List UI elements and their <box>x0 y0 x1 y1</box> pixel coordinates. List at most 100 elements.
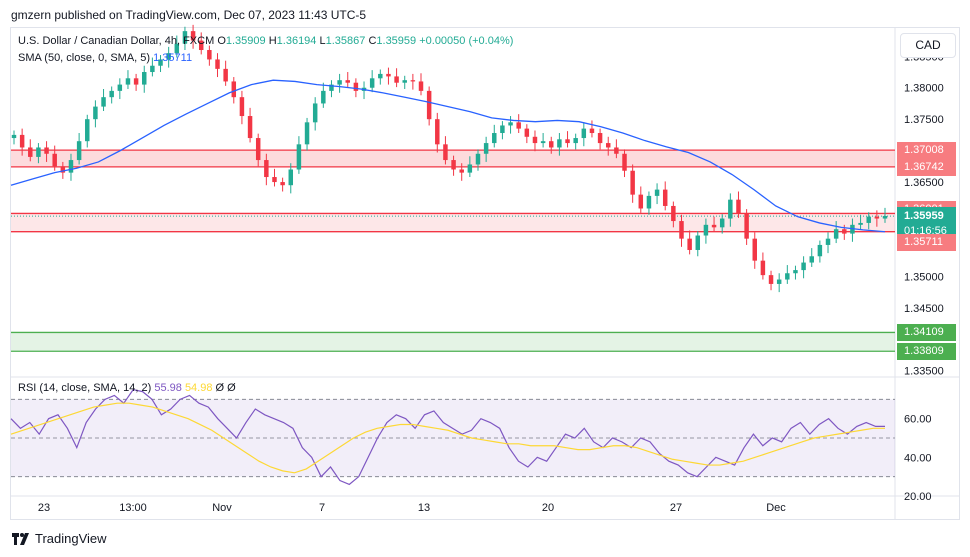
candle-body <box>304 122 310 145</box>
rsi-extra-1: Ø <box>215 382 225 394</box>
candle-body <box>435 119 440 145</box>
candle-body <box>239 97 245 117</box>
candle-body <box>679 221 684 239</box>
rsi-extra-2: Ø <box>227 382 236 394</box>
candle-body <box>638 194 644 209</box>
candle-body <box>255 138 261 161</box>
low-value: 1.35867 <box>325 35 366 47</box>
candle-body <box>646 195 652 209</box>
candle-body <box>768 275 774 284</box>
rsi-tick-label: 60.00 <box>904 414 932 426</box>
candle-body <box>752 238 757 261</box>
candle-body <box>662 189 668 206</box>
candle-body <box>809 256 814 263</box>
tradingview-icon <box>12 532 29 545</box>
candle-body <box>858 222 863 225</box>
sma-line <box>10 79 886 233</box>
candle-body <box>52 153 57 167</box>
candle-body <box>36 147 41 157</box>
tradingview-wordmark: TradingView <box>35 531 107 546</box>
candle-body <box>483 143 489 154</box>
candle-body <box>524 128 530 137</box>
candle-body <box>882 216 888 219</box>
candle-body <box>198 40 204 51</box>
candle-body <box>386 73 391 77</box>
candle-body <box>622 153 627 171</box>
candle-body <box>426 90 432 120</box>
sma-legend: SMA (50, close, 0, SMA, 5) 1.35711 <box>18 52 192 64</box>
candle-body <box>190 31 196 41</box>
candle-body <box>793 270 798 274</box>
sma-label: SMA (50, close, 0, SMA, 5) <box>18 52 151 64</box>
open-value: 1.35909 <box>225 35 266 47</box>
candle-body <box>207 50 212 60</box>
time-tick-label: Dec <box>766 502 786 514</box>
price-tick-label: 1.35000 <box>904 271 944 283</box>
price-legend: U.S. Dollar / Canadian Dollar, 4h, FXCM … <box>18 35 513 47</box>
candle-body <box>654 189 660 196</box>
candle-body <box>833 229 839 239</box>
open-label: O <box>217 35 226 47</box>
candle-body <box>247 116 253 139</box>
candle-body <box>801 262 806 271</box>
tradingview-logo[interactable]: TradingView <box>12 531 107 546</box>
candle-body <box>500 125 505 134</box>
candle-body <box>744 213 749 239</box>
candle-body <box>68 160 74 173</box>
current-price-value: 1.35959 <box>904 210 944 223</box>
candle-body <box>182 31 188 44</box>
candle-body <box>231 81 237 98</box>
candle-body <box>272 177 277 183</box>
zone-support <box>11 332 895 352</box>
candle-body <box>825 238 831 245</box>
currency-selector[interactable]: CAD <box>900 33 956 58</box>
candle-body <box>44 147 49 154</box>
candle-body <box>451 160 456 170</box>
candle-body <box>532 136 538 144</box>
candle-body <box>467 164 473 173</box>
candle-body <box>410 80 416 82</box>
candle-body <box>418 81 424 91</box>
candle-body <box>11 134 17 139</box>
candle-body <box>874 216 880 219</box>
rsi-line <box>10 388 885 486</box>
sma-value: 1.35711 <box>153 52 193 64</box>
change-value: +0.00050 (+0.04%) <box>419 35 514 47</box>
candle-body <box>109 90 114 98</box>
candle-body <box>19 134 25 148</box>
candle-body <box>312 103 318 123</box>
candle-body <box>549 141 554 148</box>
candle-body <box>581 128 587 139</box>
candle-body <box>93 106 98 120</box>
candle-body <box>614 147 619 154</box>
candle-body <box>60 166 66 173</box>
zone-price-tag: 1.37008 <box>897 142 956 160</box>
zone-price-tag: 1.34109 <box>897 324 956 342</box>
candle-body <box>597 133 603 144</box>
time-tick-label: 23 <box>38 502 50 514</box>
candle-body <box>402 80 407 83</box>
candle-body <box>76 141 82 161</box>
candle-body <box>776 279 782 284</box>
candle-body <box>475 153 481 165</box>
candle-body <box>703 224 709 236</box>
rsi-value: 55.98 <box>154 382 182 394</box>
candle-body <box>288 169 294 186</box>
rsi-tick-label: 20.00 <box>904 491 932 503</box>
candle-body <box>557 139 562 148</box>
candle-body <box>760 260 766 276</box>
footer: TradingView <box>0 524 970 557</box>
publish-info: gmzern published on TradingView.com, Dec… <box>11 8 367 22</box>
candle-body <box>101 97 106 107</box>
candle-body <box>117 84 123 91</box>
symbol-title: U.S. Dollar / Canadian Dollar, 4h, FXCM <box>18 35 215 47</box>
close-value: 1.35959 <box>376 35 417 47</box>
price-tick-label: 1.36500 <box>904 177 944 189</box>
candle-body <box>630 170 635 195</box>
candle-body <box>337 80 342 85</box>
candle-body <box>687 238 692 250</box>
zone-resistance <box>11 150 895 167</box>
candle-body <box>28 147 33 157</box>
candle-body <box>573 138 578 144</box>
